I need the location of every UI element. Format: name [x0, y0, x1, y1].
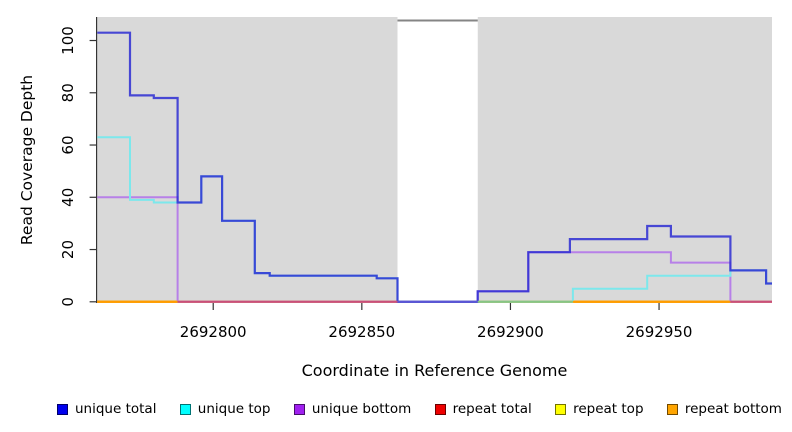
legend-swatch-repeat-top [555, 403, 567, 415]
coverage-gap-region [397, 17, 478, 303]
x-tick-label: 2692900 [477, 323, 544, 341]
legend-item-repeat-total: repeat total [434, 401, 532, 417]
legend: unique total unique top unique bottom re… [57, 399, 782, 419]
y-tick-label: 0 [59, 297, 77, 307]
y-tick-label: 20 [59, 240, 77, 259]
x-axis-title: Coordinate in Reference Genome [301, 361, 568, 380]
legend-swatch-unique-bottom [293, 403, 305, 415]
x-tick-label: 2692950 [626, 323, 693, 341]
legend-swatch-repeat-bottom [666, 403, 678, 415]
legend-label: repeat bottom [684, 401, 782, 417]
series-unique-total [97, 31, 772, 303]
legend-label: repeat total [452, 401, 532, 417]
y-tick-label: 40 [59, 188, 77, 207]
legend-label: unique bottom [311, 401, 412, 417]
y-tick-label: 100 [59, 26, 77, 55]
coverage-chart: 0 20 40 60 80 100 2692800 2692850 2692900 2692950 [59, 17, 773, 341]
legend-item-unique-total: unique total [57, 401, 156, 417]
x-tick-label: 2692850 [328, 323, 395, 341]
legend-item-repeat-top: repeat top [555, 401, 644, 417]
legend-label: unique total [75, 401, 157, 417]
legend-swatch-unique-top [179, 403, 191, 415]
y-axis-title: Read Coverage Depth [18, 74, 36, 246]
legend-item-unique-top: unique top [179, 401, 271, 417]
y-tick-label: 80 [59, 83, 77, 102]
legend-swatch-unique-total [57, 403, 68, 415]
x-tick-label: 2692800 [180, 323, 247, 341]
legend-swatch-repeat-total [434, 403, 446, 415]
legend-item-unique-bottom: unique bottom [293, 401, 412, 417]
legend-item-repeat-bottom: repeat bottom [666, 401, 782, 417]
legend-label: unique top [197, 401, 271, 417]
legend-label: repeat top [573, 401, 644, 417]
y-tick-label: 60 [59, 135, 77, 154]
